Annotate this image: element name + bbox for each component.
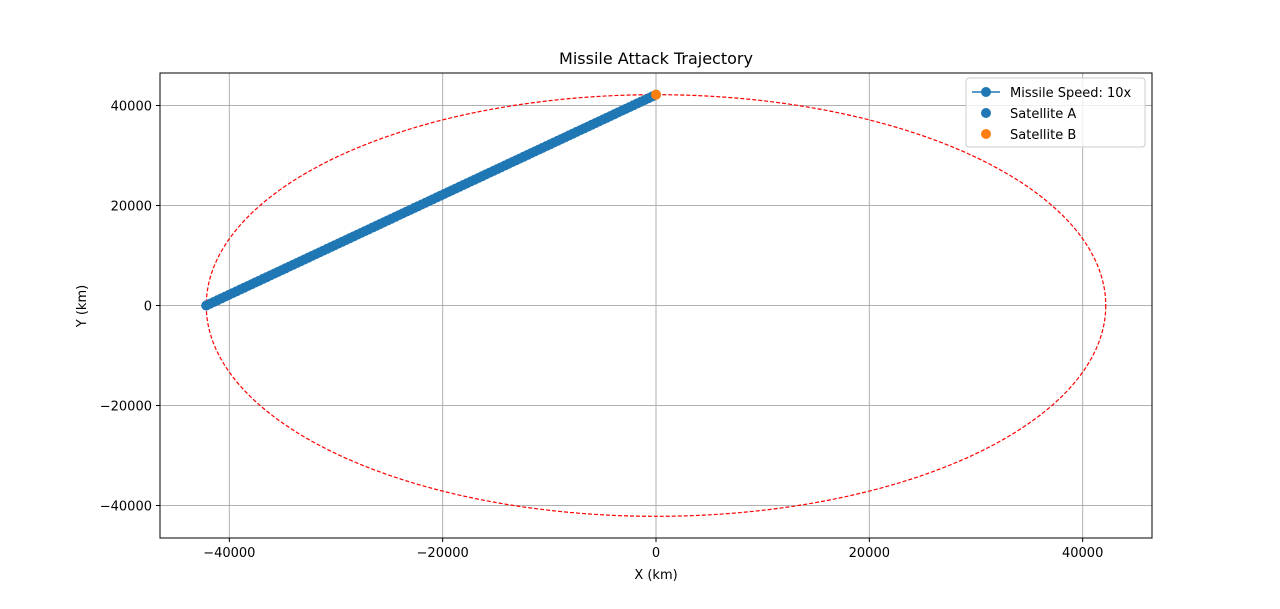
series-layer — [201, 89, 661, 311]
x-tick-label: 40000 — [1062, 546, 1103, 561]
satellite-b-point — [651, 89, 661, 100]
legend-marker-swatch — [981, 108, 991, 118]
satellite-a-point — [201, 300, 212, 311]
legend-marker-swatch — [981, 129, 991, 139]
legend-label: Missile Speed: 10x — [1010, 86, 1132, 101]
y-tick-label: 40000 — [111, 100, 152, 115]
tick-layer: −40000 −20000 0 20000 40000 −40000 −20000 0 2000… — [100, 100, 1104, 562]
legend-items: Missile Speed: 10x Satellite A Satellite B — [972, 86, 1132, 143]
y-tick-label: −40000 — [100, 500, 152, 515]
x-tick-label: 20000 — [849, 546, 890, 561]
x-tick-label: −20000 — [417, 546, 469, 561]
x-axis-label: X (km) — [634, 568, 677, 583]
legend-box — [965, 77, 1146, 148]
y-tick-label: 20000 — [111, 200, 152, 215]
y-axis-label: Y (km) — [75, 285, 90, 328]
legend: Missile Speed: 10x Satellite A Satellite B — [965, 77, 1146, 148]
legend-marker-swatch — [981, 87, 991, 97]
x-tick-label: −40000 — [203, 546, 255, 561]
legend-label: Satellite B — [1010, 128, 1076, 143]
y-tick-label: −20000 — [100, 400, 152, 415]
x-tick-label: 0 — [652, 546, 660, 561]
chart-title: Missile Attack Trajectory — [559, 49, 753, 68]
y-tick-label: 0 — [144, 300, 152, 315]
legend-label: Satellite A — [1010, 107, 1076, 122]
